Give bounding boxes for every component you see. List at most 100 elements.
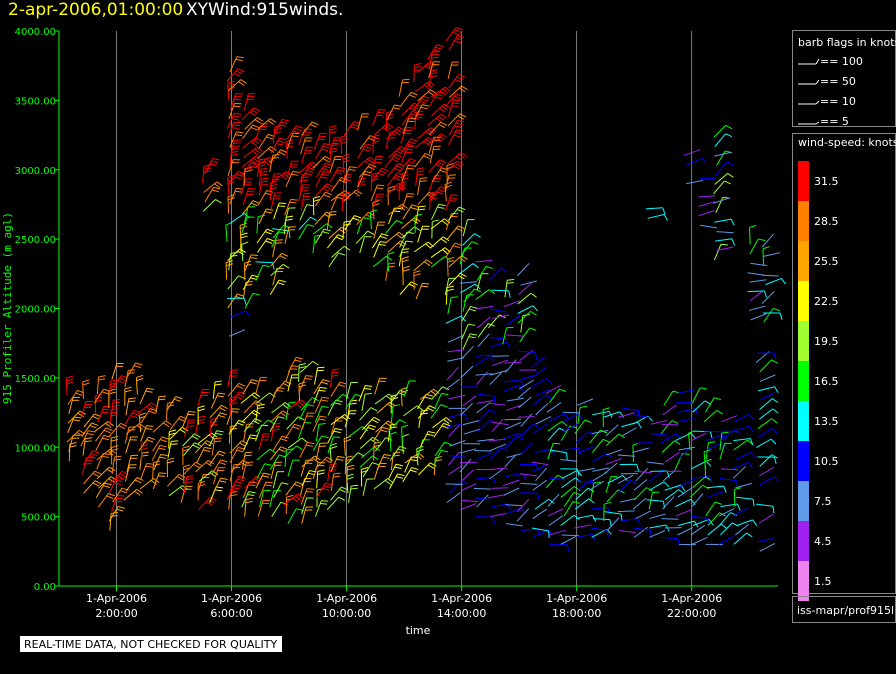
wind-barb — [327, 463, 338, 482]
wind-barb — [477, 438, 495, 442]
wind-barb — [547, 493, 560, 507]
wind-barb — [151, 444, 167, 461]
wind-barb — [736, 519, 758, 526]
speed-color-swatch — [798, 441, 809, 481]
wind-barb — [198, 496, 217, 511]
wind-barb — [241, 216, 255, 234]
wind-barb — [448, 272, 467, 287]
speed-color-swatch — [798, 241, 809, 281]
x-tick-label-time: 6:00:00 — [210, 607, 252, 620]
speed-legend-rows: 31.5 28.5 25.5 22.5 19.5 16.5 13.5 10.5 7.5 4.5 1.… — [798, 161, 839, 601]
wind-barb — [258, 208, 274, 225]
wind-barb — [449, 480, 468, 494]
wind-barb — [226, 484, 242, 501]
wind-barb — [661, 433, 682, 444]
wind-barb — [475, 259, 493, 263]
wind-barb — [489, 468, 504, 480]
wind-barb — [155, 395, 166, 414]
wind-barb — [182, 464, 191, 484]
wind-barb — [402, 467, 419, 483]
wind-barb — [719, 477, 739, 488]
wind-barb — [475, 289, 496, 301]
wind-barb — [204, 157, 220, 174]
wind-barb — [476, 476, 497, 485]
wind-barb — [417, 127, 437, 140]
wind-barb — [272, 435, 289, 451]
wind-barb — [759, 466, 775, 477]
wind-barb — [720, 522, 739, 536]
wind-barb — [578, 480, 596, 484]
wind-barb — [400, 127, 414, 144]
wind-barb — [650, 419, 668, 425]
speed-color-swatch — [798, 401, 809, 441]
wind-barb — [241, 241, 249, 262]
wind-barb — [705, 501, 722, 517]
wind-barb — [516, 498, 530, 512]
wind-barb — [415, 282, 430, 300]
wind-barb — [547, 420, 568, 432]
wind-barb — [758, 476, 780, 486]
wind-barb — [355, 230, 375, 244]
wind-barb — [721, 415, 738, 423]
wind-barb — [462, 395, 477, 407]
wind-barb — [341, 191, 350, 211]
barb-flag-label: == 50 — [820, 75, 856, 88]
wind-barb — [505, 315, 521, 326]
wind-barb — [298, 381, 306, 401]
wind-barb — [314, 396, 330, 414]
wind-barb — [255, 392, 276, 404]
wind-barb — [549, 449, 568, 460]
wind-barb — [313, 132, 328, 150]
wind-barb — [81, 422, 99, 437]
wind-barb — [735, 482, 752, 489]
wind-barb — [371, 167, 389, 183]
wind-barb — [300, 137, 313, 155]
wind-barb — [535, 416, 552, 425]
wind-barb — [715, 161, 734, 176]
wind-barb — [203, 181, 223, 193]
wind-barb — [286, 416, 305, 430]
wind-barb — [633, 479, 648, 491]
wind-barb — [520, 413, 533, 428]
wind-barb — [736, 496, 755, 507]
wind-barb — [591, 429, 609, 435]
wind-barb — [462, 294, 474, 312]
wind-barb — [714, 218, 735, 226]
wind-barb — [677, 520, 699, 528]
wind-barb — [387, 162, 405, 178]
wind-barb — [211, 459, 228, 475]
wind-barb — [476, 516, 496, 525]
wind-barb — [505, 523, 523, 527]
wind-barb — [299, 404, 315, 421]
wind-barb — [83, 470, 102, 485]
wind-barb — [229, 391, 246, 407]
wind-barb — [447, 152, 468, 165]
barb-legend-rows: == 100 == 50 == 10 == 5 — [798, 55, 863, 128]
wind-barb — [705, 441, 716, 460]
speed-color-swatch — [798, 161, 809, 201]
wind-barb — [660, 420, 679, 434]
wind-barb — [387, 423, 398, 442]
wind-barb — [229, 131, 244, 148]
wind-barb — [387, 463, 403, 480]
wind-barb — [677, 527, 694, 536]
wind-barb — [762, 246, 770, 266]
wind-barb — [240, 162, 258, 177]
wind-barb — [447, 61, 460, 79]
wind-barb — [243, 146, 264, 158]
wind-barb — [620, 518, 641, 526]
wind-barb — [357, 171, 372, 188]
wind-barb — [389, 473, 405, 490]
wind-barb — [749, 238, 766, 255]
wind-barb — [602, 407, 610, 427]
wind-barb — [506, 397, 524, 402]
wind-barb — [329, 125, 337, 145]
wind-barb — [444, 181, 453, 202]
wind-barb — [137, 402, 158, 414]
wind-barb — [473, 487, 491, 490]
wind-barb — [488, 494, 506, 499]
wind-barb — [445, 26, 463, 42]
wind-barb — [503, 300, 521, 308]
wind-barb — [590, 481, 601, 500]
wind-barb — [387, 145, 407, 159]
